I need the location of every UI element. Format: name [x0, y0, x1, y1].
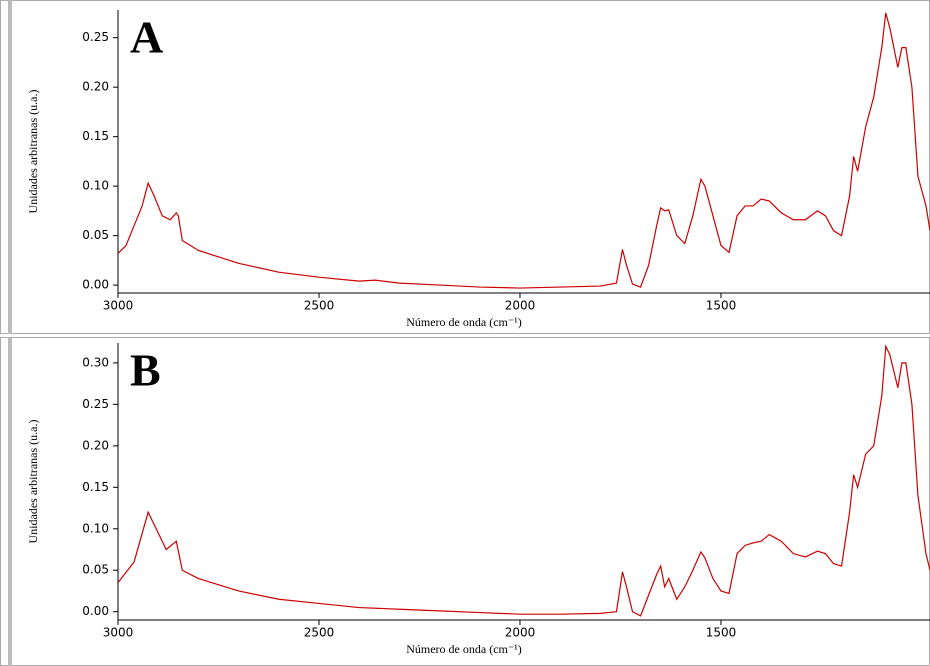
x-axis-label: Número de onda (cm⁻¹) — [406, 315, 522, 329]
y-tick-label: 0.20 — [82, 80, 109, 94]
x-tick-label: 2000 — [505, 626, 536, 640]
x-axis-label: Número de onda (cm⁻¹) — [406, 642, 522, 656]
x-tick-label: 2000 — [505, 299, 536, 313]
y-tick-label: 0.10 — [82, 521, 109, 535]
spectrum-line — [117, 344, 930, 617]
x-tick-label: 1500 — [706, 626, 737, 640]
panel-label: B — [130, 345, 161, 396]
y-tick-label: 0.10 — [82, 179, 109, 193]
y-axis-label: Unidades arbitranas (u.a.) — [26, 90, 40, 214]
y-tick-label: 0.30 — [82, 355, 109, 369]
y-tick-label: 0.05 — [82, 228, 109, 242]
y-tick-label: 0.05 — [82, 563, 109, 577]
panel-edge — [8, 0, 12, 334]
y-tick-label: 0.20 — [82, 438, 109, 452]
y-tick-label: 0.15 — [82, 480, 109, 494]
x-tick-label: 2500 — [304, 299, 335, 313]
x-tick-label: 3000 — [103, 626, 134, 640]
panel-label: A — [130, 12, 163, 63]
y-tick-label: 0.00 — [82, 278, 109, 292]
panel-edge — [8, 338, 12, 666]
x-tick-label: 3000 — [103, 299, 134, 313]
y-tick-label: 0.00 — [82, 604, 109, 618]
spectrum-line — [117, 12, 930, 289]
x-tick-label: 2500 — [304, 626, 335, 640]
y-tick-label: 0.15 — [82, 129, 109, 143]
y-axis-label: Unidades arbitranas (u.a.) — [26, 420, 40, 544]
y-tick-label: 0.25 — [82, 30, 109, 44]
y-tick-label: 0.25 — [82, 397, 109, 411]
x-tick-label: 1500 — [706, 299, 737, 313]
